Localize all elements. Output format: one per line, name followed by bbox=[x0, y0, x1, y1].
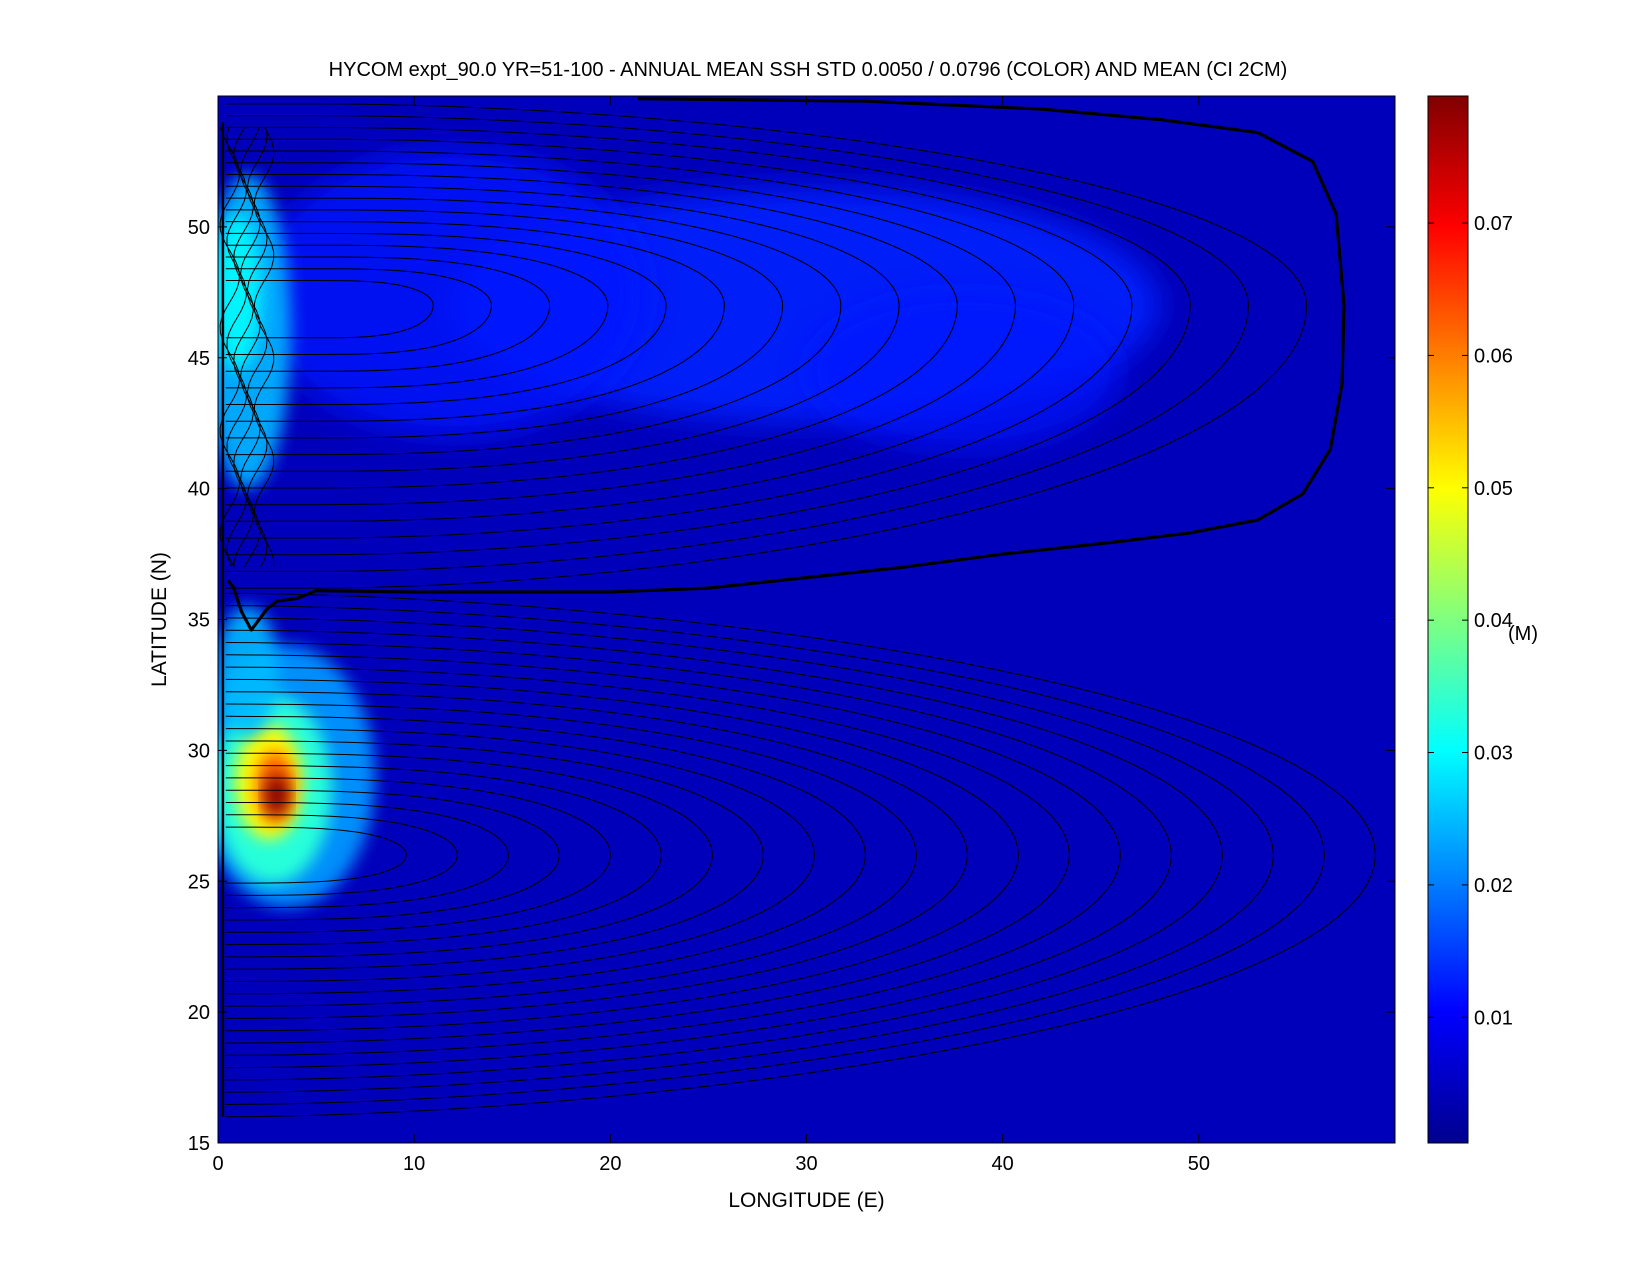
contour-subpolar-13 bbox=[225, 126, 1191, 556]
y-tick-label-0: 15 bbox=[188, 1133, 210, 1155]
contour-zero-thick bbox=[226, 97, 1346, 632]
contour-subtropical-1 bbox=[225, 814, 458, 896]
contour-subpolar-2 bbox=[225, 256, 551, 372]
colorbar-tick-label-0: 0.01 bbox=[1474, 1007, 1513, 1029]
heat-subpolar-wb-core bbox=[218, 213, 262, 371]
contour-subtropical-11 bbox=[225, 691, 968, 1019]
contour-wb-meander-4 bbox=[246, 127, 268, 568]
colorbar-tick-label-6: 0.07 bbox=[1474, 213, 1513, 235]
contour-subpolar-3 bbox=[225, 244, 609, 389]
contour-subtropical-15 bbox=[225, 642, 1172, 1069]
x-tick-label-1: 10 bbox=[403, 1153, 425, 1175]
contour-subtropical-14 bbox=[225, 654, 1121, 1056]
y-axis: 15 20 25 30 35 40 45 50 bbox=[188, 217, 1395, 1155]
colorbar-tick-label-2: 0.03 bbox=[1474, 743, 1513, 765]
y-tick-label-6: 45 bbox=[188, 348, 210, 370]
y-tick-label-1: 20 bbox=[188, 1002, 210, 1024]
contour-subtropical-10 bbox=[225, 703, 917, 1007]
contour-subpolar-8 bbox=[225, 185, 900, 472]
y-tick-label-5: 40 bbox=[188, 479, 210, 501]
contour-subtropical-4 bbox=[225, 777, 611, 933]
contour-subtropical-9 bbox=[225, 715, 866, 995]
contour-subpolar-1 bbox=[225, 268, 492, 355]
contour-subpolar-12 bbox=[225, 138, 1133, 539]
x-tick-label-4: 40 bbox=[992, 1153, 1014, 1175]
ssh-mean-contours bbox=[219, 97, 1376, 1118]
contour-subpolar-0 bbox=[225, 280, 434, 339]
x-tick-label-3: 30 bbox=[795, 1153, 817, 1175]
contour-subtropical-19 bbox=[225, 592, 1376, 1118]
contour-subtropical-5 bbox=[225, 765, 662, 946]
colorbar-ticks: 0.01 0.02 0.03 0.04 0.05 0.06 0.07 bbox=[1428, 213, 1513, 1029]
contour-subtropical-18 bbox=[225, 605, 1325, 1105]
x-tick-label-2: 20 bbox=[599, 1153, 621, 1175]
contour-subpolar-10 bbox=[225, 162, 1017, 506]
contour-subtropical-8 bbox=[225, 728, 815, 982]
colorbar-tick-label-1: 0.02 bbox=[1474, 875, 1513, 897]
contour-subtropical-17 bbox=[225, 617, 1274, 1093]
contour-subpolar-15 bbox=[225, 103, 1308, 589]
contour-subtropical-6 bbox=[225, 752, 713, 958]
chart-title: HYCOM expt_90.0 YR=51-100 - ANNUAL MEAN … bbox=[329, 59, 1288, 81]
plot-area bbox=[217, 95, 1396, 1144]
heat-subpolar-band-east bbox=[806, 292, 1121, 450]
colorbar-tick-label-3: 0.04 bbox=[1474, 610, 1513, 632]
contour-subtropical-2 bbox=[225, 802, 509, 909]
y-tick-label-7: 50 bbox=[188, 217, 210, 239]
contour-subpolar-11 bbox=[225, 150, 1075, 522]
contour-subpolar-4 bbox=[225, 232, 667, 405]
x-tick-label-0: 0 bbox=[212, 1153, 223, 1175]
contour-subpolar-6 bbox=[225, 209, 784, 439]
y-tick-label-2: 25 bbox=[188, 871, 210, 893]
contour-subtropical-12 bbox=[225, 678, 1019, 1032]
contour-subpolar-7 bbox=[225, 197, 842, 456]
x-axis-label: LONGITUDE (E) bbox=[728, 1189, 884, 1212]
contour-subtropical-13 bbox=[225, 666, 1070, 1044]
colorbar-tick-label-5: 0.06 bbox=[1474, 345, 1513, 367]
contour-subtropical-0 bbox=[225, 826, 407, 884]
contour-subtropical-16 bbox=[225, 629, 1223, 1081]
y-tick-label-4: 35 bbox=[188, 610, 210, 632]
colorbar: 0.01 0.02 0.03 0.04 0.05 0.06 0.07 (M) bbox=[1427, 95, 1538, 1144]
heat-subpolar-band-west bbox=[257, 148, 650, 437]
y-axis-label: LATITUDE (N) bbox=[148, 552, 171, 687]
contour-wb-meander-5 bbox=[253, 127, 275, 568]
contour-subpolar-5 bbox=[225, 221, 725, 422]
x-tick-label-5: 50 bbox=[1188, 1153, 1210, 1175]
ssh-std-heatmap bbox=[218, 148, 1160, 908]
colorbar-tick-label-4: 0.05 bbox=[1474, 478, 1513, 500]
contour-subpolar-14 bbox=[225, 115, 1250, 572]
y-tick-label-3: 30 bbox=[188, 740, 210, 762]
colorbar-unit-label: (M) bbox=[1508, 623, 1538, 645]
contour-subtropical-3 bbox=[225, 789, 560, 921]
colorbar-gradient bbox=[1427, 95, 1469, 1144]
heat-peak bbox=[265, 773, 289, 816]
contour-wb-meander-3 bbox=[240, 127, 261, 568]
contour-subtropical-7 bbox=[225, 740, 764, 970]
contour-wb-meander-0 bbox=[219, 127, 241, 568]
x-axis: 0 10 20 30 40 50 bbox=[212, 96, 1210, 1175]
contour-subpolar-9 bbox=[225, 174, 958, 489]
